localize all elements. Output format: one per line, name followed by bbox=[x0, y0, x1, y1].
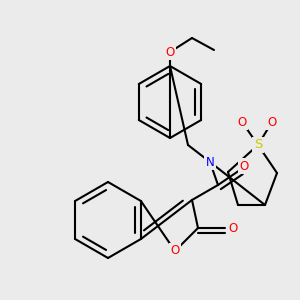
Text: O: O bbox=[237, 116, 247, 128]
Text: S: S bbox=[254, 139, 262, 152]
Text: O: O bbox=[228, 221, 238, 235]
Text: N: N bbox=[206, 155, 214, 169]
Text: O: O bbox=[165, 46, 175, 59]
Text: O: O bbox=[170, 244, 180, 257]
Text: O: O bbox=[239, 160, 249, 172]
Text: O: O bbox=[267, 116, 277, 128]
